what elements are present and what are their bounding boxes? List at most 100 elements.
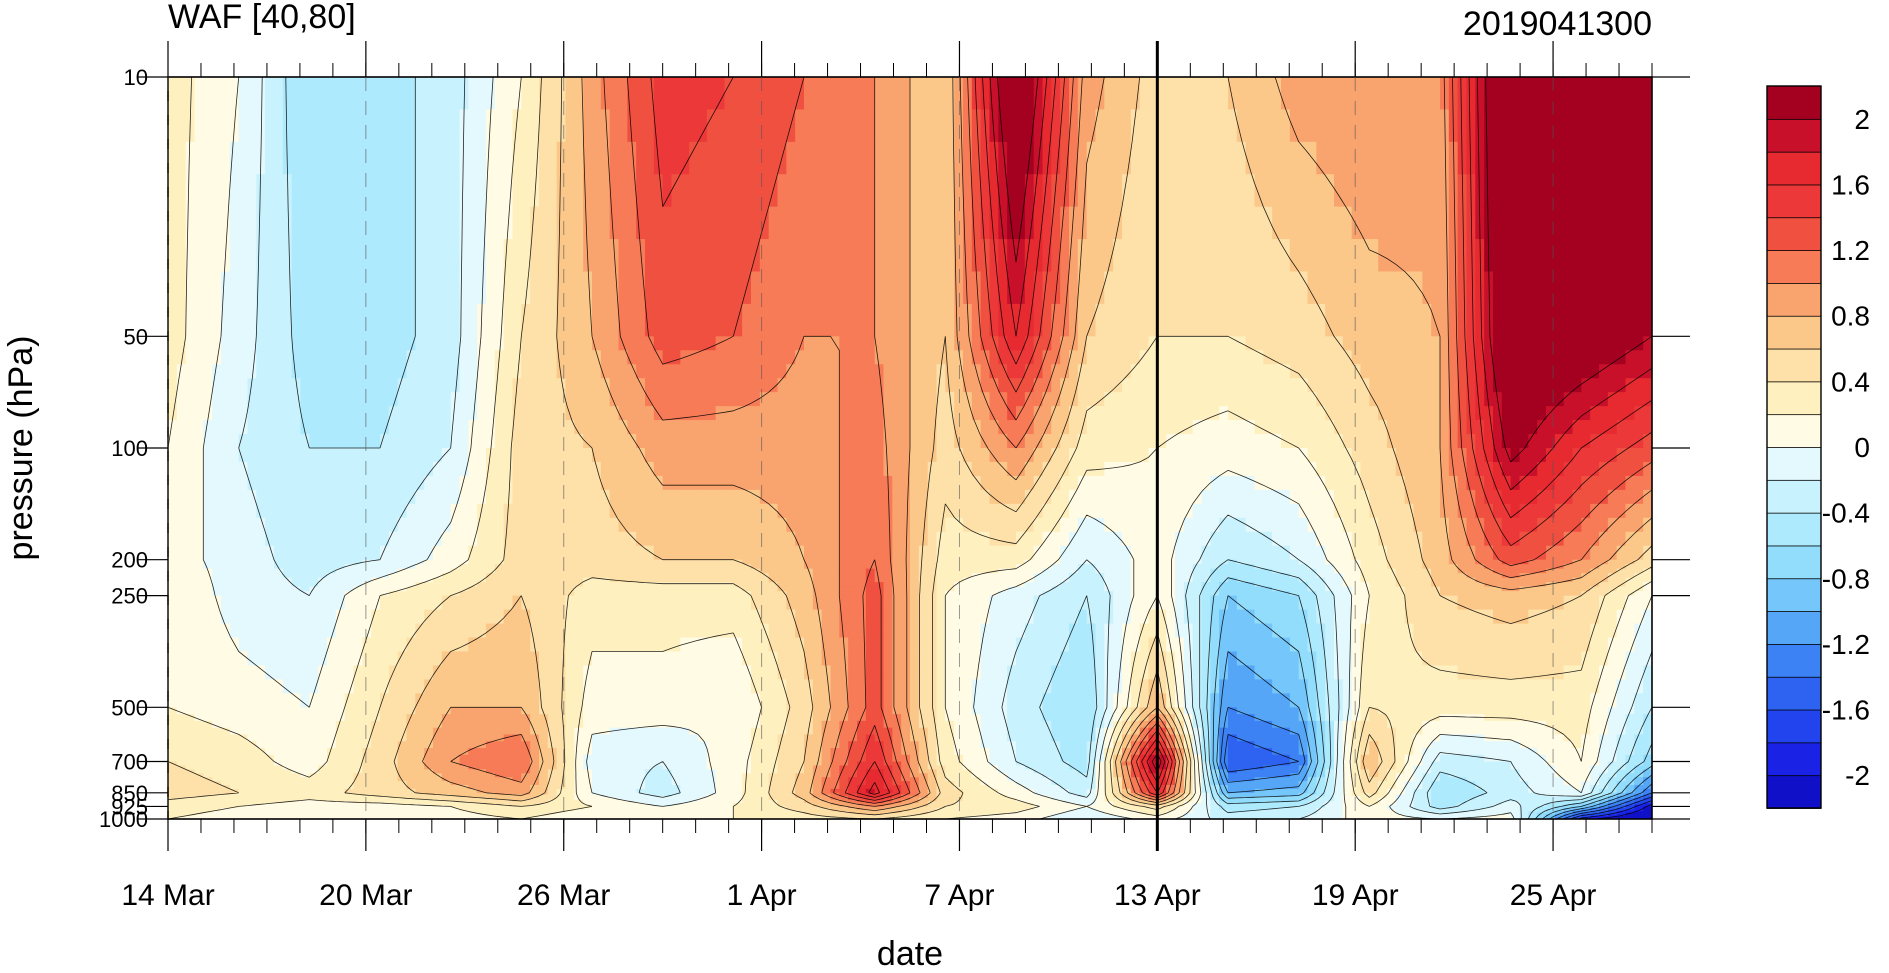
field-cell xyxy=(300,808,310,811)
field-cell xyxy=(715,271,726,305)
field-cell xyxy=(530,609,540,625)
field-cell xyxy=(318,303,328,337)
field-cell xyxy=(627,804,637,808)
field-cell xyxy=(592,595,602,611)
field-cell xyxy=(724,788,734,794)
field-cell xyxy=(318,741,328,749)
field-cell xyxy=(176,577,187,583)
field-cell xyxy=(291,586,302,592)
field-cell xyxy=(415,747,425,756)
field-cell xyxy=(547,461,558,477)
field-cell xyxy=(733,665,743,680)
field-cell xyxy=(627,582,637,588)
field-cell xyxy=(256,434,266,449)
field-cell xyxy=(335,747,346,756)
field-cell xyxy=(318,609,328,625)
field-cell xyxy=(680,434,690,449)
field-cell xyxy=(547,741,558,749)
field-cell xyxy=(556,586,567,592)
field-cell xyxy=(327,623,337,639)
field-cell xyxy=(662,448,673,463)
field-cell xyxy=(300,814,310,817)
field-cell xyxy=(521,777,531,782)
field-cell xyxy=(291,350,302,365)
field-cell xyxy=(671,174,681,208)
field-cell xyxy=(706,582,717,588)
field-cell xyxy=(194,761,204,767)
field-cell xyxy=(609,797,620,801)
field-cell xyxy=(424,727,434,736)
field-cell xyxy=(185,808,196,811)
field-cell xyxy=(274,77,284,111)
field-cell xyxy=(698,637,708,653)
field-cell xyxy=(318,781,328,786)
field-cell xyxy=(327,637,337,653)
field-cell xyxy=(450,475,461,491)
field-cell xyxy=(256,568,266,574)
field-cell xyxy=(450,796,461,799)
field-cell xyxy=(698,651,708,667)
field-cell xyxy=(185,609,196,625)
field-cell xyxy=(247,788,257,794)
field-cell xyxy=(300,651,310,667)
field-cell xyxy=(592,799,602,802)
field-cell xyxy=(397,773,408,778)
field-cell xyxy=(724,812,734,815)
field-cell xyxy=(565,475,575,491)
field-cell xyxy=(556,761,567,767)
field-cell xyxy=(698,799,708,802)
field-cell xyxy=(380,734,390,742)
field-cell xyxy=(406,303,416,337)
field-cell xyxy=(645,809,655,812)
field-cell xyxy=(344,797,355,801)
field-cell xyxy=(450,559,461,565)
field-cell xyxy=(353,461,363,477)
field-cell xyxy=(715,392,726,407)
field-cell xyxy=(203,803,213,806)
field-cell xyxy=(574,814,584,817)
field-cell xyxy=(238,765,249,770)
field-cell xyxy=(265,794,275,797)
field-cell xyxy=(645,769,655,774)
field-cell xyxy=(680,364,690,379)
field-cell xyxy=(459,815,469,819)
field-cell xyxy=(503,591,514,597)
field-cell xyxy=(600,734,611,742)
field-cell xyxy=(344,803,355,806)
field-cell xyxy=(327,707,337,715)
field-cell xyxy=(477,503,487,519)
field-cell xyxy=(645,727,655,736)
field-cell xyxy=(274,461,284,477)
field-cell xyxy=(406,517,416,533)
field-cell xyxy=(256,792,266,796)
field-cell xyxy=(521,392,531,407)
field-cell xyxy=(583,392,593,407)
field-cell xyxy=(274,564,284,570)
field-cell xyxy=(168,801,178,804)
field-cell xyxy=(733,809,743,812)
field-cell xyxy=(768,517,779,533)
field-cell xyxy=(247,336,257,351)
field-cell xyxy=(627,503,637,519)
field-cell xyxy=(282,461,293,477)
field-cell xyxy=(388,174,399,208)
field-cell xyxy=(256,809,266,812)
field-cell xyxy=(645,475,655,491)
field-cell xyxy=(530,651,540,667)
field-cell xyxy=(415,809,425,812)
field-cell xyxy=(415,714,425,722)
field-cell xyxy=(689,364,699,379)
field-cell xyxy=(706,206,717,240)
field-cell xyxy=(618,591,628,597)
field-cell xyxy=(291,392,302,407)
field-cell xyxy=(733,77,743,111)
field-cell xyxy=(636,754,646,763)
field-cell xyxy=(433,801,443,804)
field-cell xyxy=(424,141,434,175)
field-cell xyxy=(715,503,726,519)
field-cell xyxy=(653,336,664,351)
field-cell xyxy=(539,769,549,774)
field-cell xyxy=(512,797,522,801)
field-cell xyxy=(238,637,249,653)
field-cell xyxy=(645,637,655,653)
